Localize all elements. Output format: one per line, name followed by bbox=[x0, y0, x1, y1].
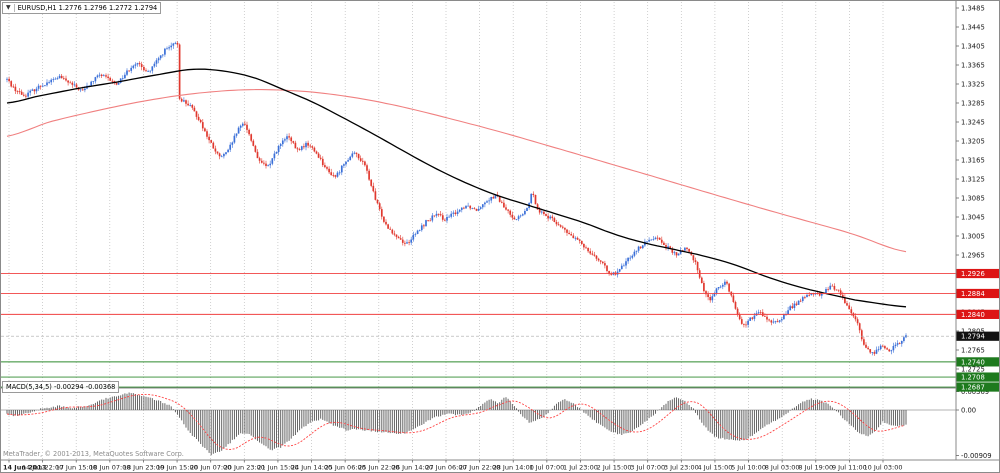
y-tick-label: 1.3365 bbox=[961, 61, 985, 69]
x-tick-label: 2 Jul 15:00 bbox=[597, 464, 632, 472]
chart-title-box[interactable]: ▼ EURUSD,H1 1.2776 1.2796 1.2772 1.2794 bbox=[2, 2, 162, 14]
copyright-watermark: MetaTrader, © 2001-2013, MetaQuotes Soft… bbox=[3, 450, 184, 458]
x-tick-label: 3 Jul 23:00 bbox=[664, 464, 699, 472]
support-price-label: 1.2740 bbox=[961, 358, 985, 366]
candles-down-wicks bbox=[8, 41, 900, 356]
x-tick-label: 8 Jul 03:00 bbox=[765, 464, 800, 472]
y-tick-label: 1.3245 bbox=[961, 118, 985, 126]
x-tick-label: 3 Jul 07:00 bbox=[630, 464, 665, 472]
y-tick-label: 1.3045 bbox=[961, 213, 985, 221]
resistance-price-box bbox=[956, 268, 999, 279]
x-tick-label: 10 Jul 03:00 bbox=[864, 464, 903, 472]
candles-down-bodies bbox=[8, 42, 901, 354]
ma-fast-line bbox=[6, 68, 907, 308]
x-tick-label: 27 Jun 22:00 bbox=[459, 464, 500, 472]
x-tick-label: 20 Jun 23:00 bbox=[224, 464, 265, 472]
ma-slow-line bbox=[6, 89, 907, 253]
y-tick-label: 1.2765 bbox=[961, 346, 985, 354]
x-tick-label: 9 Jul 11:00 bbox=[832, 464, 867, 472]
y-tick-label: 1.2805 bbox=[961, 327, 985, 335]
indicator-label: MACD(5,34,5) -0.00294 -0.00368 bbox=[6, 383, 116, 391]
x-tick-label: 21 Jun 15:00 bbox=[257, 464, 298, 472]
y-tick-label: 1.3085 bbox=[961, 194, 985, 202]
indicator-label-box[interactable]: MACD(5,34,5) -0.00294 -0.00368 bbox=[2, 381, 120, 393]
y-tick-label: 1.3445 bbox=[961, 23, 985, 31]
candles-up-wicks bbox=[6, 41, 907, 356]
x-tick-label: 8 Jul 19:00 bbox=[798, 464, 833, 472]
y-tick-label: 1.3285 bbox=[961, 99, 985, 107]
resistance-price-box bbox=[956, 309, 999, 319]
x-tick-label: 4 Jul 15:00 bbox=[698, 464, 733, 472]
x-tick-label: 26 Jun 14:00 bbox=[392, 464, 433, 472]
y-tick-label: 1.3325 bbox=[961, 80, 985, 88]
x-tick-label: 17 Jun 15:00 bbox=[56, 464, 97, 472]
y-tick-label: 1.3485 bbox=[961, 4, 985, 12]
y-tick-label: 1.3405 bbox=[961, 42, 985, 50]
x-tick-label: 28 Jun 14:00 bbox=[493, 464, 534, 472]
x-tick-label: 1 Jul 07:00 bbox=[529, 464, 564, 472]
support-price-box bbox=[956, 372, 999, 382]
x-tick-label: 20 Jun 07:00 bbox=[190, 464, 231, 472]
x-tick-label: 25 Jun 06:00 bbox=[325, 464, 366, 472]
resistance-price-box bbox=[956, 288, 999, 299]
x-tick-label: 18 Jun 23:00 bbox=[123, 464, 164, 472]
resistance-price-label: 1.2840 bbox=[961, 311, 985, 319]
x-tick-label: 5 Jul 10:00 bbox=[731, 464, 766, 472]
support-price-label: 1.2708 bbox=[961, 373, 985, 381]
candles-up-bodies bbox=[6, 42, 907, 354]
bid-price-label: 1.2794 bbox=[961, 333, 985, 341]
axis-background bbox=[956, 1, 999, 472]
x-tick-label: 19 Jun 15:00 bbox=[156, 464, 197, 472]
x-tick-label: 18 Jun 07:00 bbox=[89, 464, 130, 472]
chart-title: EURUSD,H1 1.2776 1.2796 1.2772 1.2794 bbox=[17, 4, 158, 12]
y-tick-label: 1.3125 bbox=[961, 175, 985, 183]
support-price-box bbox=[956, 382, 999, 392]
macd-histogram bbox=[6, 392, 907, 456]
chart-marker-icon: ▼ bbox=[6, 4, 15, 12]
y-tick-label: 1.2725 bbox=[961, 365, 985, 373]
y-tick-label: 1.3005 bbox=[961, 232, 985, 240]
macd-signal-line bbox=[6, 393, 905, 450]
x-tick-label: 27 Jun 06:00 bbox=[425, 464, 466, 472]
support-price-label: 1.2687 bbox=[961, 383, 985, 391]
y-tick-label: 1.3205 bbox=[961, 137, 985, 145]
y-tick-label: 1.3165 bbox=[961, 156, 985, 164]
x-tick-label: 14 Jun 2013 bbox=[3, 464, 46, 472]
macd-scale-label: 0.00 bbox=[961, 406, 976, 414]
x-tick-label: 25 Jun 22:00 bbox=[358, 464, 399, 472]
resistance-price-label: 1.2884 bbox=[961, 290, 985, 298]
macd-scale-label: 0.00369 bbox=[961, 388, 989, 396]
grid-lines bbox=[8, 2, 884, 460]
x-tick-label: 14 Jun 22:00 bbox=[22, 464, 63, 472]
macd-scale-label: -0.00909 bbox=[961, 452, 992, 460]
x-tick-label: 1 Jul 23:00 bbox=[563, 464, 598, 472]
y-tick-label: 1.2965 bbox=[961, 251, 985, 259]
bid-price-box bbox=[956, 331, 999, 341]
x-tick-label: 24 Jun 14:00 bbox=[291, 464, 332, 472]
support-price-box bbox=[956, 357, 999, 367]
resistance-price-label: 1.2926 bbox=[961, 270, 985, 278]
